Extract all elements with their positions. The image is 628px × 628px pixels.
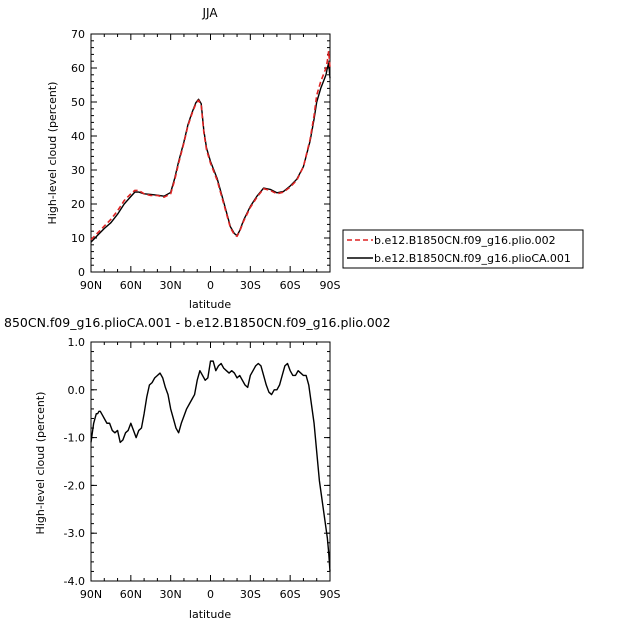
top-x-tick-label: 60N xyxy=(120,279,142,292)
top-y-tick-label: 60 xyxy=(71,62,85,75)
legend-box xyxy=(342,229,584,269)
bottom-x-tick-label: 90S xyxy=(320,588,341,601)
top-y-tick-label: 30 xyxy=(71,164,85,177)
bottom-y-tick-label: -1.0 xyxy=(64,432,85,445)
legend: b.e12.B1850CN.f09_g16.plio.002 b.e12.B18… xyxy=(342,229,584,269)
bottom-x-tick-label: 30N xyxy=(160,588,182,601)
bottom-plot-frame xyxy=(90,341,331,582)
top-x-tick-label: 60S xyxy=(280,279,301,292)
top-x-tick-label: 90N xyxy=(80,279,102,292)
top-x-tick-label: 30N xyxy=(160,279,182,292)
top-y-tick-label: 0 xyxy=(78,266,85,279)
bottom-x-tick-label: 60S xyxy=(280,588,301,601)
top-y-tick-label: 10 xyxy=(71,232,85,245)
top-x-tick-label: 90S xyxy=(320,279,341,292)
top-x-tick-label: 30S xyxy=(240,279,261,292)
legend-label-control: b.e12.B1850CN.f09_g16.plio.002 xyxy=(374,234,556,247)
legend-label-experiment: b.e12.B1850CN.f09_g16.plioCA.001 xyxy=(374,252,571,265)
top-plot-frame xyxy=(90,33,331,273)
bottom-y-tick-label: -2.0 xyxy=(64,479,85,492)
top-plot-area: 90N 60N 30N 0 30S 60S 90S 0 10 20 30 40 50 60 70 xyxy=(71,28,341,292)
top-x-tick-label: 0 xyxy=(207,279,214,292)
top-y-tick-label: 70 xyxy=(71,28,85,41)
top-y-axis-label: High-level cloud (percent) xyxy=(46,82,59,225)
top-chart-title: JJA xyxy=(201,6,218,20)
bottom-x-tick-label: 90N xyxy=(80,588,102,601)
bottom-series-line-difference xyxy=(90,360,331,572)
top-series-line-experiment xyxy=(90,62,331,243)
top-series-line-control xyxy=(90,50,331,241)
top-x-axis-label: latitude xyxy=(189,298,231,311)
bottom-y-tick-label: -3.0 xyxy=(64,527,85,540)
bottom-x-tick-label: 0 xyxy=(207,588,214,601)
top-panel: JJA 90N 60N 30N 0 30S 60S 90S 0 10 20 30 40 50 60 70 l… xyxy=(46,6,341,311)
bottom-y-tick-label: 1.0 xyxy=(68,336,86,349)
bottom-chart-title: 850CN.f09_g16.plioCA.001 - b.e12.B1850CN… xyxy=(4,315,391,330)
bottom-x-axis-label: latitude xyxy=(189,608,231,621)
bottom-x-tick-label: 30S xyxy=(240,588,261,601)
bottom-plot-area: 90N 60N 30N 0 30S 60S 90S 1.0 0.0 -1.0 -2.0 -3.0 -4.… xyxy=(64,336,341,601)
top-y-tick-label: 50 xyxy=(71,96,85,109)
top-y-tick-label: 20 xyxy=(71,198,85,211)
bottom-y-axis-label: High-level cloud (percent) xyxy=(34,392,47,535)
bottom-x-tick-label: 60N xyxy=(120,588,142,601)
top-y-tick-label: 40 xyxy=(71,130,85,143)
bottom-y-tick-label: -4.0 xyxy=(64,575,85,588)
bottom-panel: 850CN.f09_g16.plioCA.001 - b.e12.B1850CN… xyxy=(4,315,391,621)
bottom-y-tick-label: 0.0 xyxy=(68,384,86,397)
